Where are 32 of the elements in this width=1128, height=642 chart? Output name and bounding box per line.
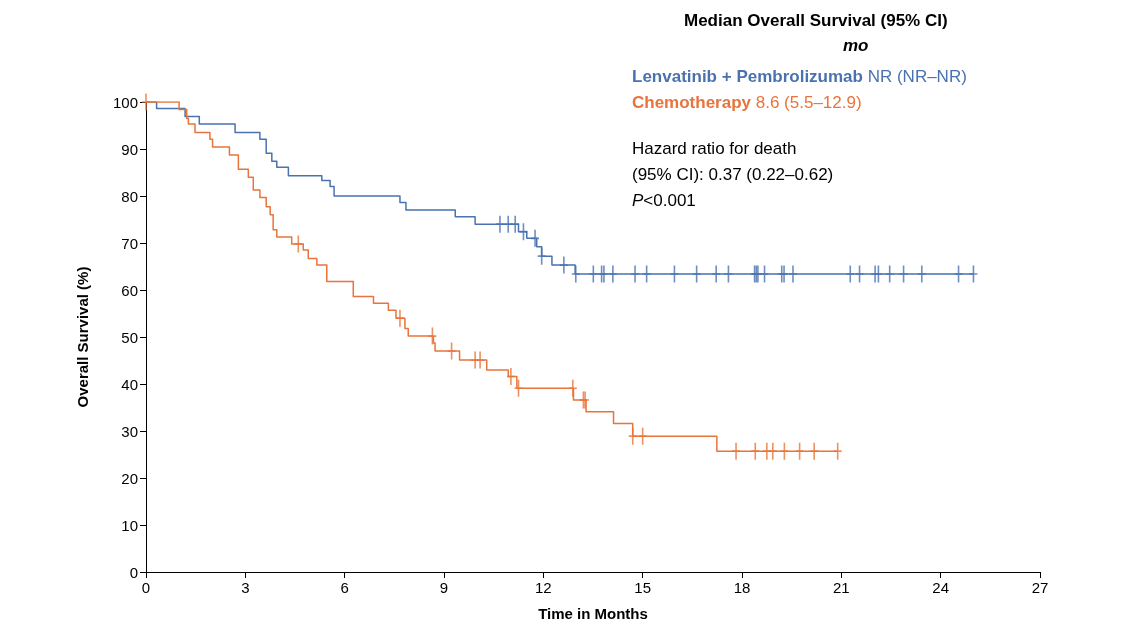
y-tick-label: 0: [129, 563, 138, 581]
text: mo: [843, 36, 869, 55]
y-tick-label: 80: [121, 187, 138, 205]
y-axis-title: Overall Survival (%): [74, 266, 91, 408]
text: Lenvatinib + Pembrolizumab: [632, 67, 863, 86]
annotation: 8.6 (5.5–12.9): [751, 93, 862, 112]
x-tick-label: 15: [634, 579, 652, 596]
y-tick-label: 30: [121, 422, 138, 440]
y-tick-label: 60: [121, 281, 138, 299]
y-tick-label: 90: [121, 140, 138, 158]
x-tick-label: 0: [141, 579, 151, 596]
x-tick-label: 24: [932, 579, 950, 596]
legend-title: Median Overall Survival (95% CI): [684, 11, 948, 30]
x-tick-label: 21: [832, 579, 850, 596]
text: NR (NR–NR): [862, 67, 967, 86]
y-tick-label: 100: [112, 93, 138, 111]
x-tick-label: 9: [439, 579, 449, 596]
annotation: P<0.001: [632, 191, 696, 210]
x-tick-label: 27: [1031, 579, 1049, 596]
y-tick-label: 10: [121, 516, 138, 534]
x-axis-title: Time in Months: [538, 605, 648, 622]
annotation: (95% CI): 0.37 (0.22–0.62): [632, 165, 834, 184]
y-tick-label: 20: [121, 469, 138, 487]
y-tick-label: 50: [121, 328, 138, 346]
x-tick-label: 12: [534, 579, 552, 596]
text: Chemotherapy: [632, 93, 752, 112]
y-tick-label: 40: [121, 375, 138, 393]
x-tick-label: 3: [241, 579, 250, 596]
annotation: Hazard ratio for death: [632, 139, 797, 158]
x-tick-label: 18: [733, 579, 751, 596]
y-tick-label: 70: [121, 234, 138, 252]
x-tick-label: 6: [340, 579, 349, 596]
